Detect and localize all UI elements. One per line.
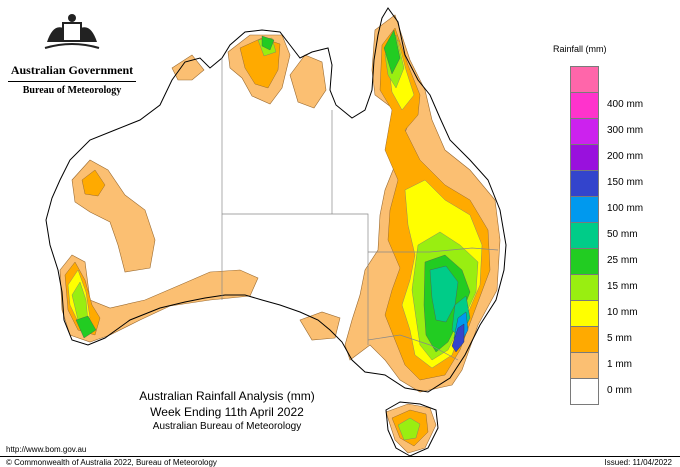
issued-date: Issued: 11/04/2022 <box>604 458 672 467</box>
rain-area-topend-25 <box>261 35 275 51</box>
legend-label: 50 mm <box>607 229 638 240</box>
legend-label: 0 mm <box>607 385 632 396</box>
rain-area-sa-coast <box>299 311 341 341</box>
legend-label: 1 mm <box>607 359 632 370</box>
rain-area-nsw-50 <box>429 265 459 323</box>
legend-swatch <box>570 300 599 326</box>
legend-swatch <box>570 66 599 92</box>
map-title-line3: Australian Bureau of Meteorology <box>152 421 302 432</box>
legend-label: 100 mm <box>607 203 644 214</box>
rain-150mm-layer <box>451 323 465 353</box>
government-branding: Australian Government Bureau of Meteorol… <box>8 12 136 96</box>
legend-label: 300 mm <box>607 125 644 136</box>
rain-area-qld-25 <box>383 29 401 75</box>
legend-label: 400 mm <box>607 99 644 110</box>
legend-title: Rainfall (mm) <box>553 44 607 54</box>
tasmania-coastline <box>385 401 439 457</box>
legend-swatch <box>570 196 599 222</box>
legend-swatch <box>570 274 599 300</box>
border-nsw-vic <box>367 334 459 361</box>
bom-url: http://www.bom.gov.au <box>6 445 87 454</box>
legend-label: 150 mm <box>607 177 644 188</box>
rain-area-coast-150 <box>451 323 465 353</box>
legend-swatch <box>570 222 599 248</box>
coat-of-arms-icon <box>44 14 100 49</box>
government-name: Australian Government <box>10 63 134 77</box>
border-qld-nsw <box>368 247 499 253</box>
australia-coastline <box>45 7 507 393</box>
rain-area-arnhem <box>289 54 327 109</box>
rain-area-kimberley <box>171 54 205 81</box>
map-title-line2: Week Ending 11th April 2022 <box>150 405 304 419</box>
rain-area-wa-interior <box>71 159 156 273</box>
legend-swatch <box>570 92 599 118</box>
legend-swatch <box>570 118 599 144</box>
legend-label: 10 mm <box>607 307 638 318</box>
legend-swatch <box>570 144 599 170</box>
legend-swatch <box>570 326 599 352</box>
rain-area-wa-15 <box>71 281 89 323</box>
legend-label: 15 mm <box>607 281 638 292</box>
legend-swatches <box>570 66 599 405</box>
state-borders <box>221 58 499 361</box>
legend-swatch <box>570 378 599 405</box>
branding-divider <box>8 81 136 82</box>
legend-swatch <box>570 352 599 378</box>
footer-divider <box>0 456 680 457</box>
legend-label: 5 mm <box>607 333 632 344</box>
legend-label: 200 mm <box>607 151 644 162</box>
rain-area-wa-25 <box>75 315 97 339</box>
border-qld-sa <box>332 213 369 252</box>
bureau-name: Bureau of Meteorology <box>22 85 122 96</box>
map-title-line1: Australian Rainfall Analysis (mm) <box>139 389 315 403</box>
legend-swatch <box>570 170 599 196</box>
legend-swatch <box>570 248 599 274</box>
rain-area-wa-interior-5 <box>81 169 106 197</box>
legend-label: 25 mm <box>607 255 638 266</box>
copyright-text: © Commonwealth of Australia 2022, Bureau… <box>6 458 217 467</box>
map-title: Australian Rainfall Analysis (mm) Week E… <box>122 388 332 433</box>
rain-area-tas-15 <box>397 417 421 441</box>
